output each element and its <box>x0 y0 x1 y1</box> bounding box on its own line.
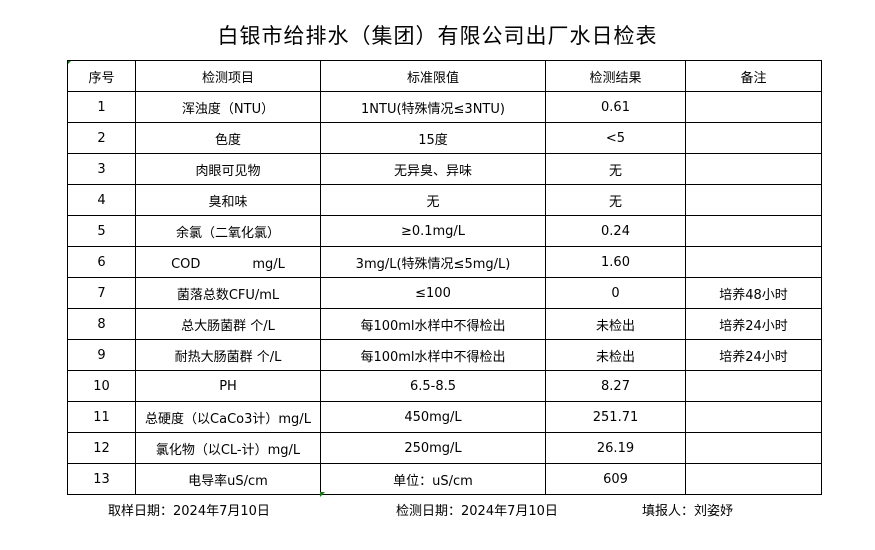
table-cell: 无 <box>320 184 546 216</box>
table-cell <box>685 370 822 402</box>
table-cell: 培养48小时 <box>685 277 822 309</box>
table-cell: 11 <box>67 401 136 433</box>
table-cell: 4 <box>67 184 136 216</box>
table-cell: 0 <box>545 277 686 309</box>
page-title: 白银市给排水（集团）有限公司出厂水日检表 <box>217 24 658 48</box>
table-cell <box>685 91 822 123</box>
table-cell: 单位：uS/cm <box>320 463 546 495</box>
table-header-row: 序号 检测项目 标准限值 检测结果 备注 <box>67 60 822 92</box>
table-row: 13 电导率uS/cm 单位：uS/cm 609 <box>67 463 822 495</box>
table-cell: 菌落总数CFU/mL <box>135 277 321 309</box>
table-cell: 1 <box>67 91 136 123</box>
table-cell <box>685 401 822 433</box>
table-row: 10 PH 6.5-8.5 8.27 <box>67 370 822 402</box>
header-cell: 标准限值 <box>320 60 546 92</box>
table-cell: 总大肠菌群 个/L <box>135 308 321 340</box>
table-cell: 耐热大肠菌群 个/L <box>135 339 321 371</box>
table-row: 7 菌落总数CFU/mL ≤100 0 培养48小时 <box>67 277 822 309</box>
test-date: 检测日期：2024年7月10日 <box>396 504 558 519</box>
table-cell <box>685 215 822 247</box>
table-cell: 1NTU(特殊情况≤3NTU) <box>320 91 546 123</box>
table-cell: 氯化物（以CL-计）mg/L <box>135 432 321 464</box>
table-cell <box>685 153 822 185</box>
table-cell: 无异臭、异味 <box>320 153 546 185</box>
table-row: 6 COD mg/L 3mg/L(特殊情况≤5mg/L) 1.60 <box>67 246 822 278</box>
header-cell: 序号 <box>67 60 136 92</box>
table-cell: PH <box>135 370 321 402</box>
table-cell <box>685 184 822 216</box>
table-cell: 臭和味 <box>135 184 321 216</box>
table-row: 12 氯化物（以CL-计）mg/L 250mg/L 26.19 <box>67 432 822 464</box>
table-row: 9 耐热大肠菌群 个/L 每100ml水样中不得检出 未检出 培养24小时 <box>67 339 822 371</box>
table-cell: 色度 <box>135 122 321 154</box>
table-cell: 浑浊度（NTU） <box>135 91 321 123</box>
table-cell: 7 <box>67 277 136 309</box>
cell-marker <box>320 492 325 497</box>
table-cell: 肉眼可见物 <box>135 153 321 185</box>
table-cell: 电导率uS/cm <box>135 463 321 495</box>
table-cell: 3mg/L(特殊情况≤5mg/L) <box>320 246 546 278</box>
table-row: 5 余氯（二氧化氯） ≥0.1mg/L 0.24 <box>67 215 822 247</box>
header-cell: 检测结果 <box>545 60 686 92</box>
table-cell: 余氯（二氧化氯） <box>135 215 321 247</box>
table-cell: 0.24 <box>545 215 686 247</box>
table-cell: 10 <box>67 370 136 402</box>
header-cell: 备注 <box>685 60 822 92</box>
table-cell: 总硬度（以CaCo3计）mg/L <box>135 401 321 433</box>
table-cell: 培养24小时 <box>685 308 822 340</box>
table-cell: ≥0.1mg/L <box>320 215 546 247</box>
table-cell: 每100ml水样中不得检出 <box>320 339 546 371</box>
table-cell: 无 <box>545 184 686 216</box>
table-row: 8 总大肠菌群 个/L 每100ml水样中不得检出 未检出 培养24小时 <box>67 308 822 340</box>
reporter: 填报人：刘姿妤 <box>642 504 734 519</box>
table-cell: 每100ml水样中不得检出 <box>320 308 546 340</box>
table-cell: 3 <box>67 153 136 185</box>
table-cell: 未检出 <box>545 339 686 371</box>
table-cell: 6.5-8.5 <box>320 370 546 402</box>
table-cell: COD mg/L <box>135 246 321 278</box>
table-cell: 250mg/L <box>320 432 546 464</box>
table-cell: 0.61 <box>545 91 686 123</box>
table-cell: 1.60 <box>545 246 686 278</box>
table-cell: 26.19 <box>545 432 686 464</box>
table-cell: 609 <box>545 463 686 495</box>
table-cell: ≤100 <box>320 277 546 309</box>
table-cell: 15度 <box>320 122 546 154</box>
table-cell <box>685 463 822 495</box>
header-cell: 检测项目 <box>135 60 321 92</box>
table-row: 11 总硬度（以CaCo3计）mg/L 450mg/L 251.71 <box>67 401 822 433</box>
table-cell: 未检出 <box>545 308 686 340</box>
table-cell: 8 <box>67 308 136 340</box>
inspection-table: 序号 检测项目 标准限值 检测结果 备注 1 浑浊度（NTU） 1NTU(特殊情况≤… <box>67 60 822 495</box>
table-cell <box>685 246 822 278</box>
table-cell: 6 <box>67 246 136 278</box>
table-cell <box>685 122 822 154</box>
table-cell: 13 <box>67 463 136 495</box>
sampling-date: 取样日期：2024年7月10日 <box>108 504 270 519</box>
table-cell: 无 <box>545 153 686 185</box>
table-cell <box>685 432 822 464</box>
table-cell: 9 <box>67 339 136 371</box>
table-cell: 450mg/L <box>320 401 546 433</box>
table-row: 1 浑浊度（NTU） 1NTU(特殊情况≤3NTU) 0.61 <box>67 91 822 123</box>
table-cell: 251.71 <box>545 401 686 433</box>
table-row: 4 臭和味无无 <box>67 184 822 216</box>
table-cell: 5 <box>67 215 136 247</box>
table-cell: 8.27 <box>545 370 686 402</box>
table-cell: <5 <box>545 122 686 154</box>
table-row: 2 色度 15度 <5 <box>67 122 822 154</box>
table-cell: 培养24小时 <box>685 339 822 371</box>
table-cell: 12 <box>67 432 136 464</box>
table-row: 3 肉眼可见物 无异臭、异味无 <box>67 153 822 185</box>
table-cell: 2 <box>67 122 136 154</box>
